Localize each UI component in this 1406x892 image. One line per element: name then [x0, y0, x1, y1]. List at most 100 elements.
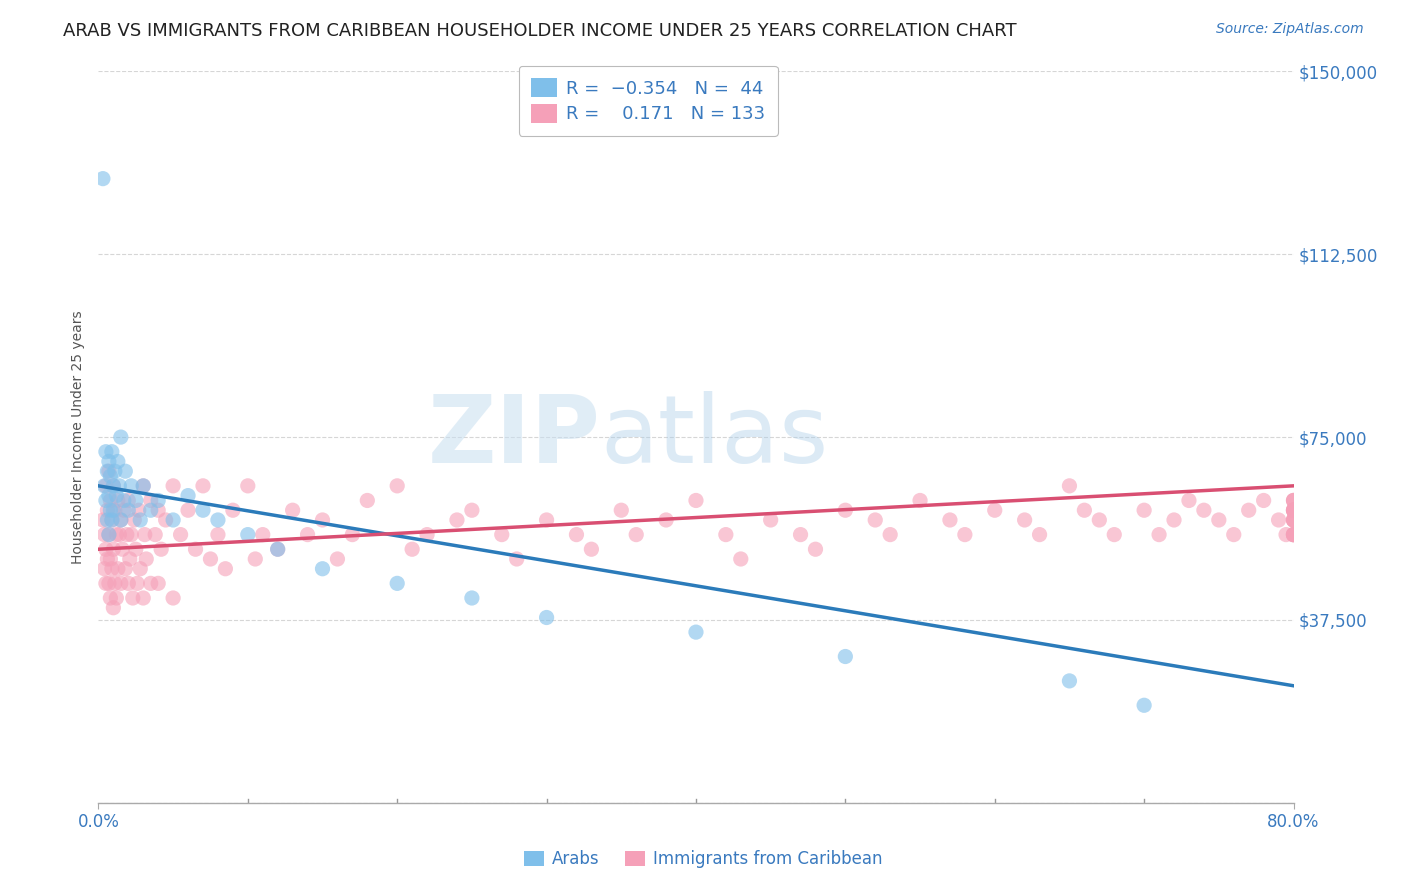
Point: [1282, 493, 1305, 508]
Point: [236, 479, 259, 493]
Point: [1282, 513, 1305, 527]
Point: [1178, 493, 1201, 508]
Point: [1267, 513, 1289, 527]
Point: [416, 527, 439, 541]
Point: [127, 576, 149, 591]
Point: [94, 542, 117, 557]
Point: [107, 562, 129, 576]
Point: [1275, 527, 1298, 541]
Point: [110, 576, 132, 591]
Point: [685, 493, 707, 508]
Point: [94, 493, 117, 508]
Point: [356, 493, 378, 508]
Point: [879, 527, 901, 541]
Point: [1192, 503, 1215, 517]
Point: [1282, 493, 1305, 508]
Point: [191, 479, 214, 493]
Point: [107, 454, 129, 468]
Point: [98, 552, 122, 566]
Point: [1282, 493, 1305, 508]
Point: [610, 503, 633, 517]
Point: [96, 503, 118, 517]
Point: [191, 503, 214, 517]
Point: [1253, 493, 1275, 508]
Point: [103, 479, 125, 493]
Point: [730, 552, 752, 566]
Point: [1282, 503, 1305, 517]
Point: [245, 552, 267, 566]
Point: [104, 464, 127, 478]
Point: [105, 489, 128, 503]
Point: [155, 513, 177, 527]
Point: [1133, 503, 1156, 517]
Point: [120, 479, 142, 493]
Point: [1208, 513, 1230, 527]
Point: [148, 576, 170, 591]
Point: [150, 542, 173, 557]
Point: [1014, 513, 1036, 527]
Point: [132, 479, 155, 493]
Point: [385, 576, 409, 591]
Point: [143, 527, 166, 541]
Point: [1282, 503, 1305, 517]
Point: [101, 562, 124, 576]
Point: [98, 469, 122, 483]
Point: [184, 542, 207, 557]
Point: [1073, 503, 1095, 517]
Point: [114, 464, 136, 478]
Point: [108, 479, 131, 493]
Point: [536, 513, 558, 527]
Point: [939, 513, 962, 527]
Point: [326, 552, 349, 566]
Point: [865, 513, 887, 527]
Point: [134, 527, 156, 541]
Point: [108, 527, 131, 541]
Point: [1282, 513, 1305, 527]
Point: [132, 479, 155, 493]
Point: [132, 591, 155, 605]
Point: [401, 542, 423, 557]
Point: [110, 430, 132, 444]
Point: [1282, 527, 1305, 541]
Point: [118, 552, 141, 566]
Point: [506, 552, 529, 566]
Point: [101, 513, 124, 527]
Point: [342, 527, 364, 541]
Point: [148, 503, 170, 517]
Point: [655, 513, 678, 527]
Point: [1223, 527, 1246, 541]
Point: [94, 444, 117, 458]
Point: [120, 527, 142, 541]
Point: [685, 625, 707, 640]
Point: [96, 552, 118, 566]
Point: [236, 527, 259, 541]
Point: [200, 552, 222, 566]
Point: [1282, 503, 1305, 517]
Point: [128, 503, 150, 517]
Point: [93, 479, 115, 493]
Point: [91, 513, 114, 527]
Text: ZIP: ZIP: [427, 391, 600, 483]
Point: [101, 513, 124, 527]
Point: [1282, 527, 1305, 541]
Point: [135, 552, 157, 566]
Point: [267, 542, 290, 557]
Point: [125, 493, 148, 508]
Point: [177, 489, 200, 503]
Point: [103, 479, 125, 493]
Point: [103, 600, 125, 615]
Point: [103, 542, 125, 557]
Point: [1059, 673, 1081, 688]
Point: [114, 562, 136, 576]
Point: [1282, 513, 1305, 527]
Point: [112, 493, 135, 508]
Point: [759, 513, 782, 527]
Point: [93, 562, 115, 576]
Point: [297, 527, 319, 541]
Point: [93, 527, 115, 541]
Point: [104, 576, 127, 591]
Point: [139, 493, 162, 508]
Point: [91, 171, 114, 186]
Point: [461, 503, 484, 517]
Point: [1282, 527, 1305, 541]
